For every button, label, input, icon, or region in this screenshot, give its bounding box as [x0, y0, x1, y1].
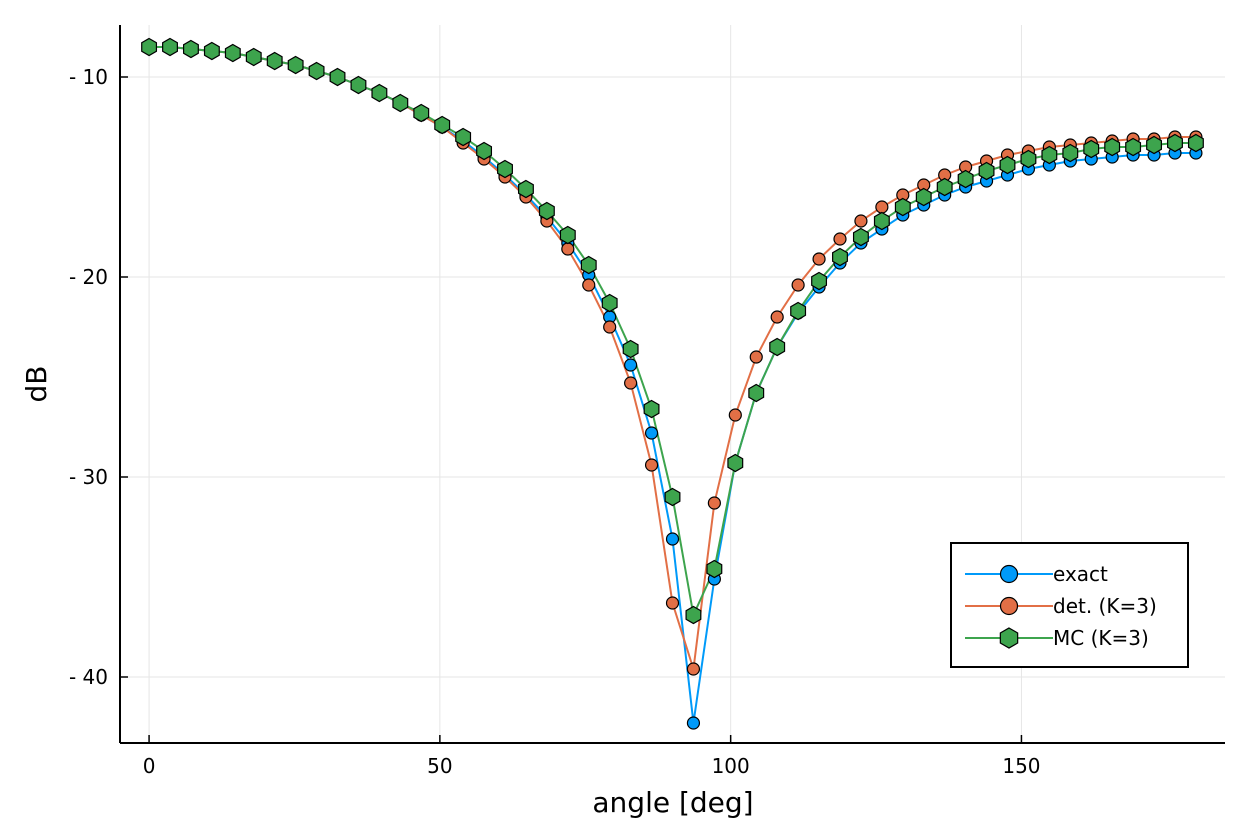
- data-point: [455, 127, 472, 147]
- data-point: [707, 496, 721, 510]
- data-point: [266, 51, 283, 71]
- data-point: [1187, 133, 1204, 153]
- data-point: [141, 37, 158, 57]
- grid: [120, 25, 1225, 743]
- data-point: [203, 41, 220, 61]
- x-tick-label: 0: [143, 754, 156, 778]
- data-point: [749, 350, 763, 364]
- data-point: [1104, 137, 1121, 157]
- data-point: [644, 458, 659, 472]
- tick-labels: 0 50 100 150 - 10 - 20 - 30 - 40: [69, 65, 1041, 778]
- legend-label: exact: [1053, 562, 1108, 586]
- data-point: [643, 399, 660, 419]
- data-point: [832, 247, 848, 267]
- legend-circle-icon: [999, 596, 1019, 616]
- data-point: [748, 383, 765, 403]
- data-point: [1125, 137, 1142, 157]
- legend-label: det. (K=3): [1053, 594, 1157, 618]
- data-point: [1146, 135, 1163, 155]
- data-point: [685, 605, 702, 625]
- data-point: [517, 179, 534, 199]
- data-point: [287, 55, 304, 75]
- data-point: [875, 200, 889, 214]
- data-point: [1167, 133, 1183, 153]
- data-point: [706, 559, 723, 579]
- data-point: [852, 227, 869, 247]
- data-point: [769, 337, 786, 357]
- data-point: [894, 197, 911, 217]
- legend: exact det. (K=3) MC (K=3): [950, 542, 1189, 668]
- legend-item: exact: [965, 562, 1108, 586]
- data-point: [224, 43, 241, 63]
- data-point: [624, 358, 638, 372]
- x-tick-label: 100: [712, 754, 750, 778]
- data-point: [999, 155, 1016, 175]
- data-point: [915, 187, 932, 207]
- data-point: [559, 225, 576, 245]
- legend-item: MC (K=3): [965, 626, 1149, 650]
- data-point: [1083, 139, 1100, 159]
- data-point: [497, 159, 513, 179]
- data-point: [624, 376, 638, 390]
- data-point: [812, 252, 826, 266]
- data-point: [434, 115, 451, 135]
- data-point: [580, 255, 597, 275]
- data-point: [392, 93, 409, 113]
- data-point: [538, 201, 555, 221]
- data-point: [1020, 149, 1037, 169]
- series-markers-2: [141, 37, 1204, 625]
- data-point: [665, 532, 680, 546]
- data-point: [603, 320, 617, 334]
- data-point: [308, 61, 325, 81]
- data-point: [1062, 143, 1079, 163]
- data-point: [582, 278, 596, 292]
- x-tick-label: 150: [1002, 754, 1040, 778]
- data-point: [854, 214, 868, 228]
- data-point: [686, 716, 701, 730]
- y-axis-title: dB: [20, 366, 53, 403]
- data-point: [622, 339, 639, 359]
- data-point: [790, 301, 807, 321]
- data-point: [329, 67, 346, 87]
- data-point: [686, 662, 701, 676]
- data-point: [182, 39, 199, 59]
- data-point: [873, 211, 890, 231]
- data-point: [770, 310, 784, 324]
- data-point: [664, 487, 681, 507]
- data-point: [936, 177, 953, 197]
- y-tick-label: - 30: [69, 465, 108, 489]
- data-point: [601, 293, 618, 313]
- data-point: [561, 242, 575, 256]
- legend-label: MC (K=3): [1053, 626, 1149, 650]
- data-point: [413, 103, 430, 123]
- data-point: [727, 453, 744, 473]
- data-point: [833, 232, 847, 246]
- data-point: [811, 271, 828, 291]
- data-point: [728, 408, 742, 422]
- legend-item: det. (K=3): [965, 594, 1157, 618]
- y-tick-label: - 20: [69, 265, 108, 289]
- x-tick-label: 50: [427, 754, 452, 778]
- y-tick-label: - 40: [69, 665, 108, 689]
- x-axis-title: angle [deg]: [592, 786, 753, 819]
- plot-area: [141, 37, 1204, 730]
- data-point: [162, 37, 178, 57]
- data-point: [371, 83, 388, 103]
- data-point: [476, 141, 493, 161]
- data-point: [350, 75, 367, 95]
- data-point: [978, 161, 995, 181]
- data-point: [665, 596, 680, 610]
- data-point: [245, 47, 262, 67]
- data-point: [957, 169, 974, 189]
- data-point: [791, 278, 805, 292]
- data-point: [644, 426, 659, 440]
- legend-circle-icon: [999, 564, 1019, 584]
- axes: [119, 25, 1225, 744]
- data-point: [1041, 145, 1058, 165]
- legend-hexagon-icon: [999, 627, 1019, 649]
- y-tick-label: - 10: [69, 65, 108, 89]
